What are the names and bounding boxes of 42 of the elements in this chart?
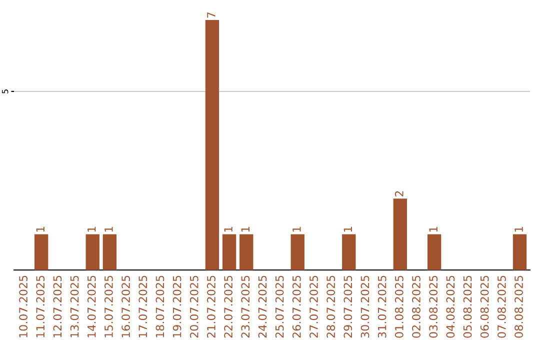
data-label: 1: [224, 226, 232, 232]
data-label: 1: [88, 226, 96, 232]
x-tick-label: 22.07.2025: [224, 276, 233, 338]
x-tick-label: 31.07.2025: [378, 276, 386, 338]
x-tick-label: 18.07.2025: [156, 276, 164, 338]
x-tick-label: 26.07.2025: [292, 276, 301, 338]
x-tick-label: 03.08.2025: [429, 276, 438, 338]
x-tick-label: 13.07.2025: [70, 276, 79, 338]
data-label: 1: [104, 226, 113, 232]
x-tick-label: 12.07.2025: [53, 276, 62, 338]
x-tick-label: 30.07.2025: [360, 276, 370, 338]
data-label: 7: [207, 12, 216, 18]
x-tick-label: 11.07.2025: [36, 276, 45, 338]
x-tick-label: 23.07.2025: [241, 276, 250, 338]
x-tick-label: 16.07.2025: [122, 276, 130, 338]
x-tick-label: 14.07.2025: [87, 276, 96, 338]
x-tick-label: 20.07.2025: [190, 276, 198, 338]
x-tick-label: 24.07.2025: [258, 276, 267, 338]
x-tick-label: 01.08.2025: [394, 276, 404, 338]
x-tick-label: 28.07.2025: [326, 276, 336, 338]
x-tick-label: 07.08.2025: [497, 276, 506, 338]
x-tick-label: 21.07.2025: [207, 276, 216, 338]
y-tick-label: 5: [2, 90, 8, 94]
x-tick-label: 15.07.2025: [104, 276, 113, 338]
x-tick-label: 02.08.2025: [412, 276, 420, 338]
data-label: 1: [292, 226, 301, 232]
x-tick-label: 08.08.2025: [514, 276, 523, 338]
x-tick-label: 04.08.2025: [446, 276, 455, 338]
data-label: 1: [429, 226, 438, 232]
x-tick-label: 29.07.2025: [344, 276, 352, 338]
data-label: 2: [394, 191, 404, 196]
data-label: 1: [344, 226, 352, 232]
data-label: 1: [36, 226, 44, 232]
x-tick-label: 19.07.2025: [172, 276, 182, 338]
x-tick-label: 27.07.2025: [310, 276, 318, 338]
data-label: 1: [514, 226, 523, 232]
x-tick-label: 10.07.2025: [19, 276, 28, 338]
x-tick-label: 06.08.2025: [480, 276, 489, 338]
x-tick-label: 05.08.2025: [463, 276, 472, 338]
data-label: 1: [241, 226, 250, 232]
x-tick-label: 25.07.2025: [275, 276, 284, 338]
x-tick-label: 17.07.2025: [138, 276, 148, 338]
